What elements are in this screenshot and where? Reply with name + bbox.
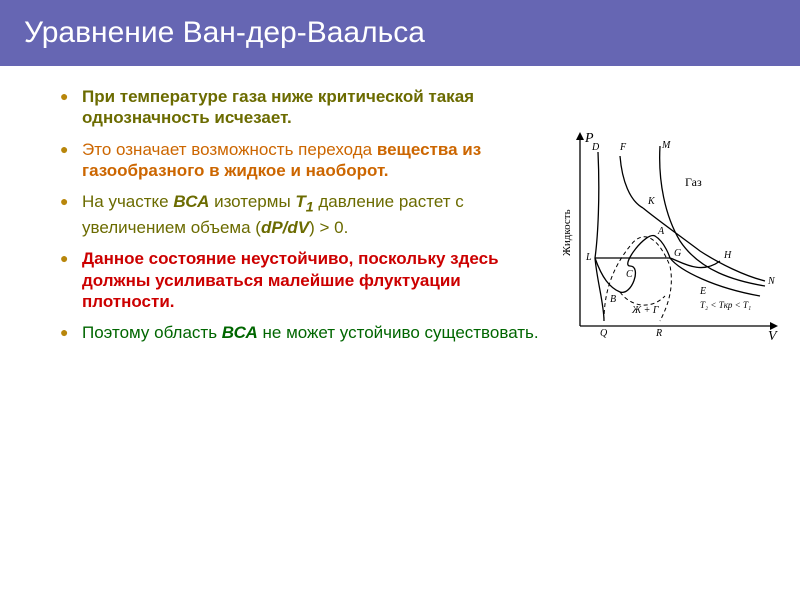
svg-text:A: A: [657, 226, 665, 237]
svg-text:Ж + Г: Ж + Г: [631, 305, 659, 316]
svg-text:Жидкость: Жидкость: [561, 209, 573, 256]
pv-diagram: PVDFMKALCGBQREHNЖидкостьГазЖ + ГT₂ < Tкр…: [550, 126, 780, 356]
svg-text:B: B: [610, 294, 616, 305]
svg-text:H: H: [723, 250, 732, 261]
svg-text:R: R: [655, 328, 662, 339]
svg-text:F: F: [619, 142, 627, 153]
svg-text:Газ: Газ: [685, 175, 702, 189]
svg-text:M: M: [661, 140, 671, 151]
svg-text:T₂ < Tкр < T₁: T₂ < Tкр < T₁: [700, 300, 751, 310]
bullet-item: При температуре газа ниже критической та…: [60, 86, 540, 129]
svg-text:E: E: [699, 286, 706, 297]
svg-text:L: L: [585, 252, 592, 263]
bullet-item: На участке ВСА изотермы Т1 давление раст…: [60, 191, 540, 238]
svg-text:G: G: [674, 248, 681, 259]
slide-title: Уравнение Ван-дер-Ваальса: [0, 0, 800, 66]
bullet-item: Поэтому область ВСА не может устойчиво с…: [60, 322, 540, 343]
svg-text:N: N: [767, 276, 776, 287]
bullet-list: При температуре газа ниже критической та…: [60, 86, 550, 356]
bullet-item: Данное состояние неустойчиво, поскольку …: [60, 248, 540, 312]
slide-body: При температуре газа ниже критической та…: [0, 66, 800, 376]
svg-text:D: D: [591, 142, 600, 153]
svg-text:V: V: [768, 329, 778, 344]
svg-text:Q: Q: [600, 328, 608, 339]
svg-text:C: C: [626, 269, 633, 280]
svg-text:K: K: [647, 196, 656, 207]
bullet-item: Это означает возможность перехода вещест…: [60, 139, 540, 182]
